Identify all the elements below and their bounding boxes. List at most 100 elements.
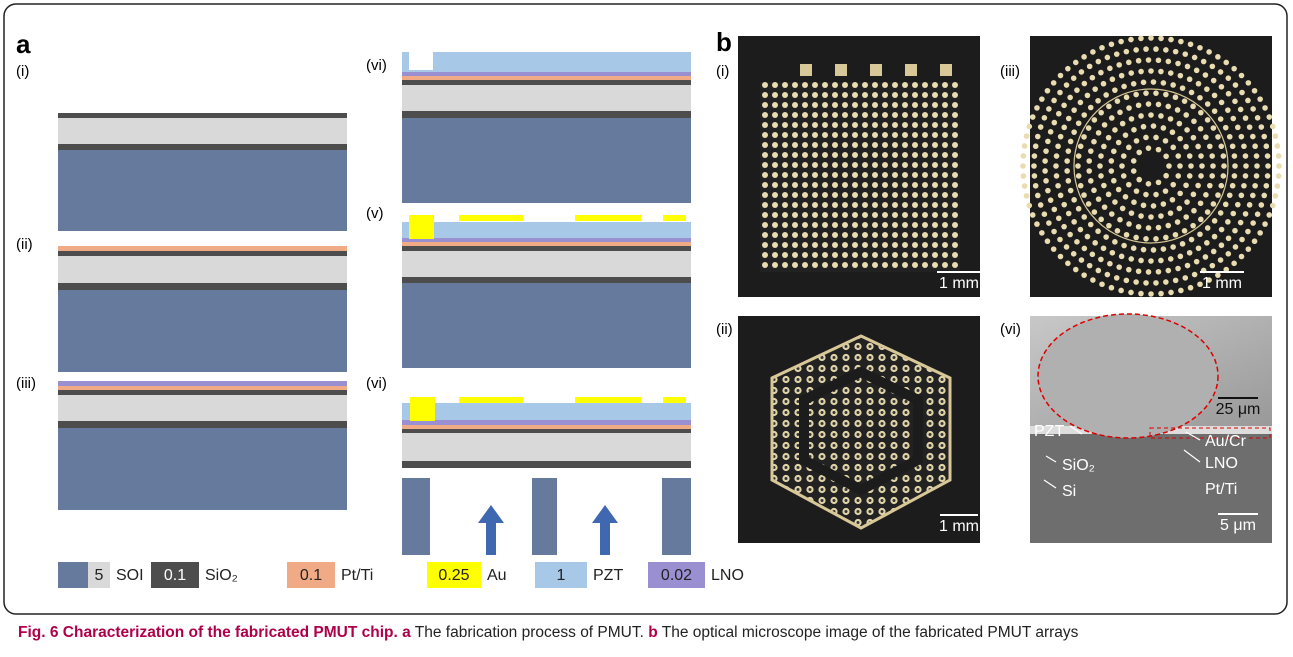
arrow [478, 505, 504, 555]
element [1257, 96, 1263, 102]
element [1051, 229, 1057, 235]
element [1158, 36, 1164, 42]
element [1231, 261, 1237, 267]
layer [402, 429, 691, 433]
element [1226, 91, 1232, 97]
element [1116, 264, 1122, 270]
image-label: (iii) [1000, 63, 1020, 80]
annotation: Pt/Ti [1205, 481, 1237, 498]
element [1191, 208, 1197, 214]
element [1156, 225, 1162, 231]
element [1168, 290, 1174, 296]
element [1161, 246, 1167, 252]
element [1198, 126, 1204, 132]
element [1075, 163, 1081, 169]
element [1141, 124, 1147, 130]
element [1124, 278, 1130, 284]
element [1219, 242, 1225, 248]
element [1024, 133, 1030, 139]
element [1218, 257, 1224, 263]
element [1183, 182, 1189, 188]
element [1153, 90, 1159, 96]
legend-name: PZT [593, 567, 623, 584]
element [1264, 143, 1270, 149]
element [1071, 75, 1077, 81]
element [1170, 197, 1176, 203]
element [1265, 153, 1271, 159]
element [1079, 257, 1085, 263]
element [1121, 173, 1127, 179]
element [1120, 121, 1126, 127]
layer [402, 425, 691, 429]
element [1177, 121, 1183, 127]
legend-value: 0.1 [164, 567, 186, 584]
element [1148, 112, 1154, 118]
element [1239, 134, 1245, 140]
element [1055, 143, 1061, 149]
element [1109, 158, 1115, 164]
legend-name: SOI [116, 567, 144, 584]
element [1198, 153, 1204, 159]
element [1235, 202, 1241, 208]
element [1246, 246, 1252, 252]
element [1110, 76, 1116, 82]
element [1042, 211, 1048, 217]
layer [402, 85, 691, 111]
element [1032, 173, 1038, 179]
element [1194, 68, 1200, 74]
electrode [575, 397, 641, 403]
membrane [1038, 314, 1218, 438]
step-label: (vi) [366, 57, 387, 74]
element [1215, 192, 1221, 198]
element [1045, 238, 1051, 244]
element [1068, 139, 1074, 145]
element [1095, 228, 1101, 234]
element [1115, 228, 1121, 234]
element [1020, 163, 1026, 169]
element [1264, 183, 1270, 189]
element [1156, 102, 1162, 108]
element [1218, 116, 1224, 122]
element [1138, 258, 1144, 264]
element [1188, 163, 1194, 169]
element [1215, 54, 1221, 60]
element [1215, 134, 1221, 140]
element [1143, 280, 1149, 286]
element [1156, 147, 1162, 153]
element [1098, 110, 1104, 116]
element [1081, 192, 1087, 198]
element [1232, 173, 1238, 179]
electrode [663, 397, 686, 403]
element [1158, 258, 1164, 264]
element [1136, 150, 1142, 156]
element [1178, 254, 1184, 260]
element [1168, 256, 1174, 262]
element [1133, 235, 1139, 241]
element [1085, 93, 1091, 99]
element [1110, 250, 1116, 256]
element [1230, 116, 1236, 122]
legend-name: SiO₂ [205, 567, 238, 584]
element [1051, 120, 1057, 126]
element [1078, 183, 1084, 189]
element [1158, 113, 1164, 119]
element [1112, 239, 1118, 245]
element [1096, 59, 1102, 65]
element [1195, 183, 1201, 189]
element [1197, 95, 1203, 101]
element [1227, 192, 1233, 198]
element [1232, 228, 1238, 234]
image-label: (ii) [716, 321, 733, 338]
element [1055, 183, 1061, 189]
element [1188, 41, 1194, 47]
element [1218, 144, 1224, 150]
element [1095, 98, 1101, 104]
element [1065, 261, 1071, 267]
element [1153, 192, 1159, 198]
element [1265, 163, 1271, 169]
element [1061, 224, 1067, 230]
element [1034, 105, 1040, 111]
element [1101, 245, 1107, 251]
element [1045, 139, 1051, 145]
element [1031, 163, 1037, 169]
